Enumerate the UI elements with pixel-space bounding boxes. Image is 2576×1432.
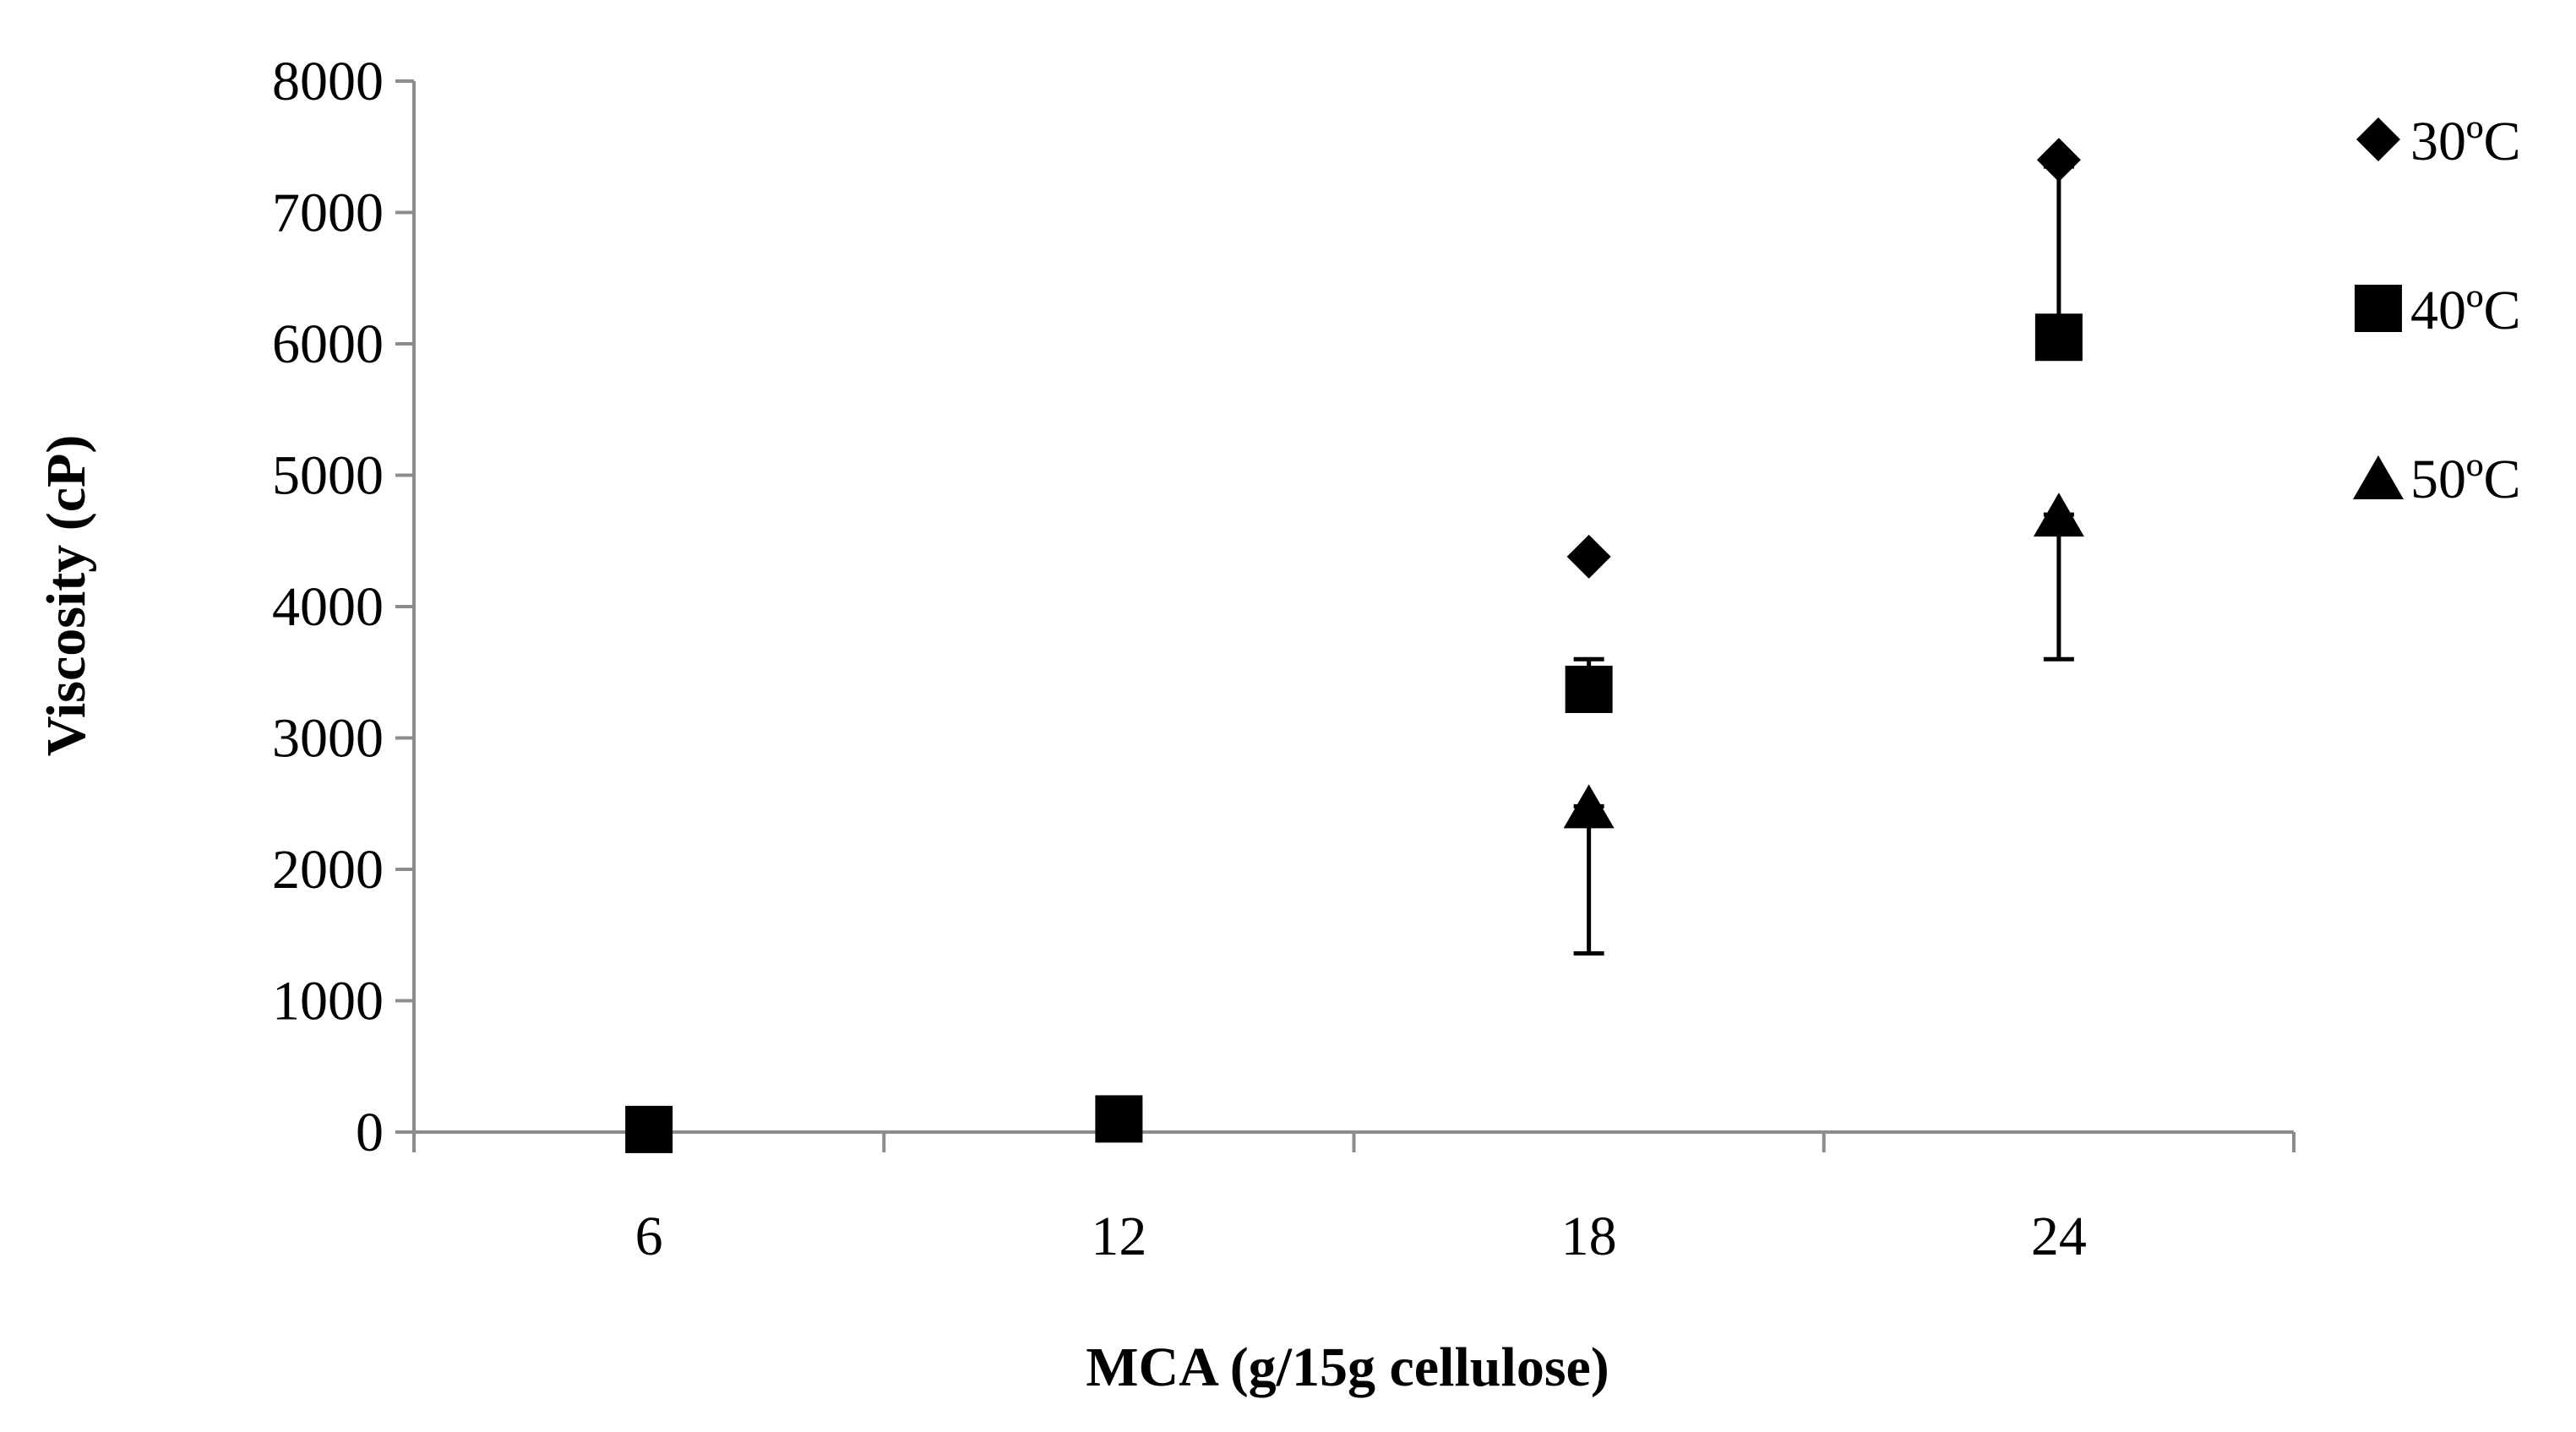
x-tick-label: 24: [2031, 1206, 2087, 1267]
y-tick-label: 2000: [272, 839, 384, 901]
y-tick-label: 3000: [272, 708, 384, 770]
point-diamond: [2036, 138, 2081, 182]
x-tick-label: 12: [1091, 1206, 1146, 1267]
point-triangle: [2033, 493, 2084, 537]
point-square: [625, 1105, 673, 1153]
y-tick-label: 1000: [272, 971, 384, 1032]
x-axis-title: MCA (g/15g cellulose): [1086, 1337, 1609, 1398]
point-square: [2034, 313, 2083, 362]
legend-marker-triangle: [2353, 455, 2404, 499]
legend-label: 30ºC: [2410, 111, 2521, 172]
point-diamond: [1566, 534, 1611, 579]
legend-label: 40ºC: [2410, 280, 2521, 341]
legend-marker-diamond: [2356, 117, 2400, 161]
x-tick-label: 6: [635, 1206, 663, 1267]
legend: 30ºC 40ºC 50ºC: [2353, 111, 2521, 510]
y-tick-label: 7000: [272, 182, 384, 244]
y-tick-label: 8000: [272, 51, 384, 112]
axes: 0 1000 2000 3000 4000 5000 6000 7000 8000 6 12 18 24: [272, 51, 2296, 1267]
y-tick-label: 5000: [272, 445, 384, 507]
point-square: [1095, 1095, 1143, 1143]
legend-label: 50ºC: [2410, 449, 2521, 510]
error-bars: [1573, 164, 2074, 956]
point-triangle: [1563, 784, 1615, 829]
y-tick-label: 0: [356, 1102, 384, 1163]
y-tick-label: 6000: [272, 313, 384, 375]
point-square: [1565, 665, 1613, 713]
data-markers: [625, 138, 2084, 1153]
y-tick-label: 4000: [272, 576, 384, 638]
x-tick-label: 18: [1561, 1206, 1617, 1267]
y-axis-title: Viscosity (cP): [35, 435, 97, 757]
legend-marker-square: [2355, 285, 2402, 332]
